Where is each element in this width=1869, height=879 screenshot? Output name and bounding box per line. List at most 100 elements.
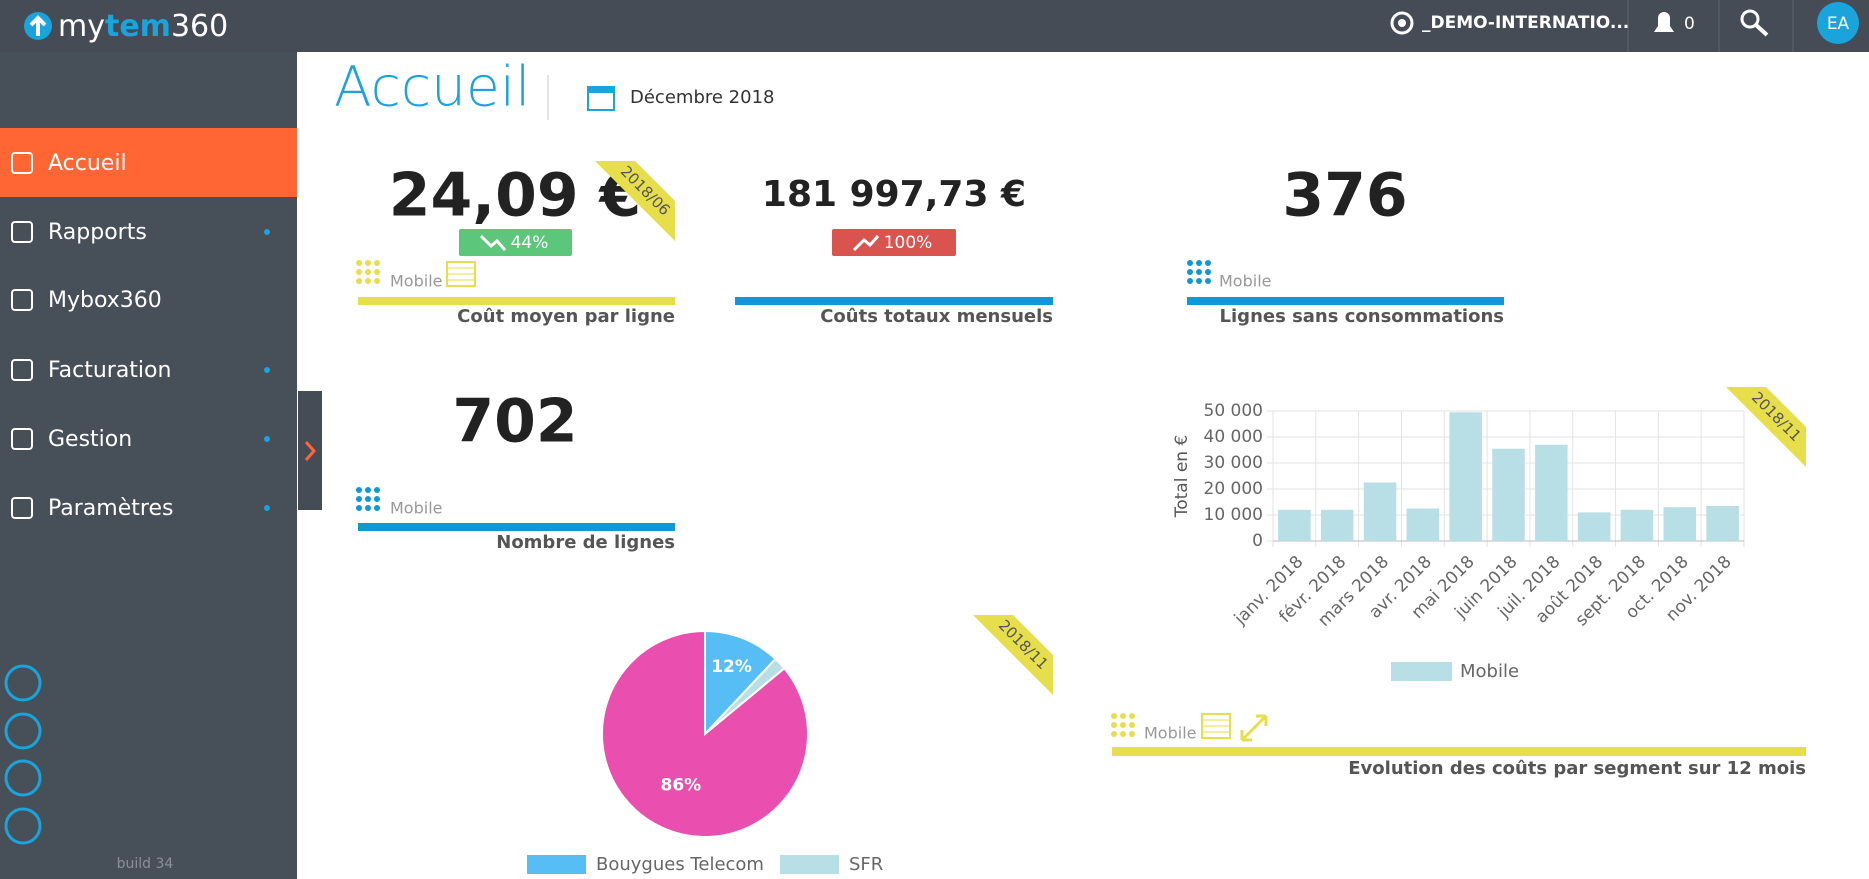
menu-icon (11, 428, 33, 450)
bar (1535, 444, 1568, 541)
segment: Mobile (390, 272, 442, 291)
y-tick-label: 20 000 (1204, 479, 1263, 499)
trend-icon (852, 235, 880, 252)
avatar[interactable] (1817, 2, 1859, 44)
bar (1663, 507, 1697, 541)
tool-icon[interactable] (4, 712, 42, 750)
segment-dot (374, 260, 380, 266)
active-menu-bg (0, 128, 297, 197)
expand-icon[interactable] (1240, 714, 1268, 742)
y-tick-label: 30 000 (1204, 453, 1263, 473)
segment-dot (1196, 260, 1202, 266)
legend-label: SFR (849, 854, 883, 875)
segment-dot (1129, 713, 1135, 719)
bar (1492, 448, 1525, 541)
pie-slice (601, 629, 809, 838)
legend-swatch (779, 855, 839, 874)
segment-dot (1205, 278, 1211, 284)
change-badge (832, 229, 956, 256)
logo-part: tem (105, 9, 171, 44)
segment-dot (1111, 731, 1117, 737)
segment-dot (356, 269, 362, 275)
segment-dot (1187, 269, 1193, 275)
segment-dot (1111, 722, 1117, 728)
kpi-label: Coût moyen par ligne (457, 306, 675, 327)
legend-label: Mobile (1460, 661, 1519, 682)
segment-dot (365, 487, 371, 493)
segment-dot (374, 278, 380, 284)
pie-slice (704, 629, 777, 737)
menu-item[interactable]: Gestion (48, 427, 132, 452)
tool-icon[interactable] (4, 807, 42, 845)
section-label: Evolution des coûts par segment sur 12 m… (1348, 758, 1806, 779)
segment-dot (356, 260, 362, 266)
menu-item[interactable]: Paramètres (48, 496, 173, 521)
segment-dot (365, 505, 371, 511)
kpi-label: Lignes sans consommations (1220, 306, 1504, 327)
section-bar (1112, 747, 1806, 756)
toggle-arrow (304, 441, 317, 461)
y-tick-label: 10 000 (1204, 505, 1263, 525)
kpi-label: Nombre de lignes (496, 532, 675, 553)
kpi-value: 24,09 € (389, 161, 641, 231)
tool-icon[interactable] (4, 664, 42, 702)
segment-dot (1187, 278, 1193, 284)
search-icon[interactable] (1740, 9, 1760, 29)
notification-count: 0 (1684, 14, 1695, 34)
segment-dot (1187, 260, 1193, 266)
submenu-dot (264, 505, 270, 511)
menu-item[interactable]: Facturation (48, 358, 171, 383)
avatar-initials: EA (1827, 14, 1850, 34)
kpi-value: 702 (452, 387, 577, 457)
account-icon (1390, 11, 1414, 35)
legend-swatch (1391, 662, 1452, 681)
segment-dot (356, 496, 362, 502)
segment-dot (356, 505, 362, 511)
legend-swatch (527, 855, 586, 874)
kpi-value: 181 997,73 € (762, 174, 1026, 215)
ribbon (973, 615, 1053, 695)
segment-dot (1129, 731, 1135, 737)
segment-dot (374, 505, 380, 511)
segment: Mobile (1219, 272, 1271, 291)
segment-dot (1120, 731, 1126, 737)
legend-label: Bouygues Telecom (596, 854, 764, 875)
y-axis-title: Total en € (1172, 435, 1192, 519)
submenu-dot (264, 436, 270, 442)
menu-item[interactable]: Accueil (48, 151, 127, 176)
sidebar-toggle[interactable] (298, 391, 322, 510)
segment-dot (374, 496, 380, 502)
logo-arrow (29, 15, 47, 36)
segment-dot (1205, 260, 1211, 266)
menu-icon (11, 497, 33, 519)
search-handle (1754, 23, 1769, 37)
trend-icon (479, 234, 507, 251)
y-tick-label: 50 000 (1204, 401, 1263, 421)
menu-item[interactable]: Rapports (48, 220, 147, 245)
y-tick-label: 40 000 (1204, 427, 1263, 447)
segment-dot (1120, 722, 1126, 728)
change-badge (459, 229, 572, 256)
tool-icon[interactable] (4, 759, 42, 797)
account-name[interactable]: _DEMO-INTERNATIO... (1422, 13, 1629, 33)
ribbon (595, 161, 675, 241)
account-icon-dot (1398, 19, 1406, 27)
segment-dot (1205, 269, 1211, 275)
submenu-dot (264, 367, 270, 373)
segment-dot (1129, 722, 1135, 728)
segment-dot (365, 269, 371, 275)
segment-dot (365, 260, 371, 266)
bar (1278, 509, 1311, 541)
segment-dot (1196, 278, 1202, 284)
segment-dot (1196, 269, 1202, 275)
bell-icon[interactable] (1654, 12, 1674, 32)
slice-label: 12% (711, 657, 752, 677)
period[interactable]: Décembre 2018 (630, 87, 774, 108)
kpi-value: 376 (1282, 161, 1407, 231)
change-value: 44% (511, 233, 549, 253)
bar (1449, 412, 1482, 541)
menu-item[interactable]: Mybox360 (48, 288, 162, 313)
logo-part: 360 (171, 9, 228, 44)
kpi-bar (358, 297, 675, 305)
